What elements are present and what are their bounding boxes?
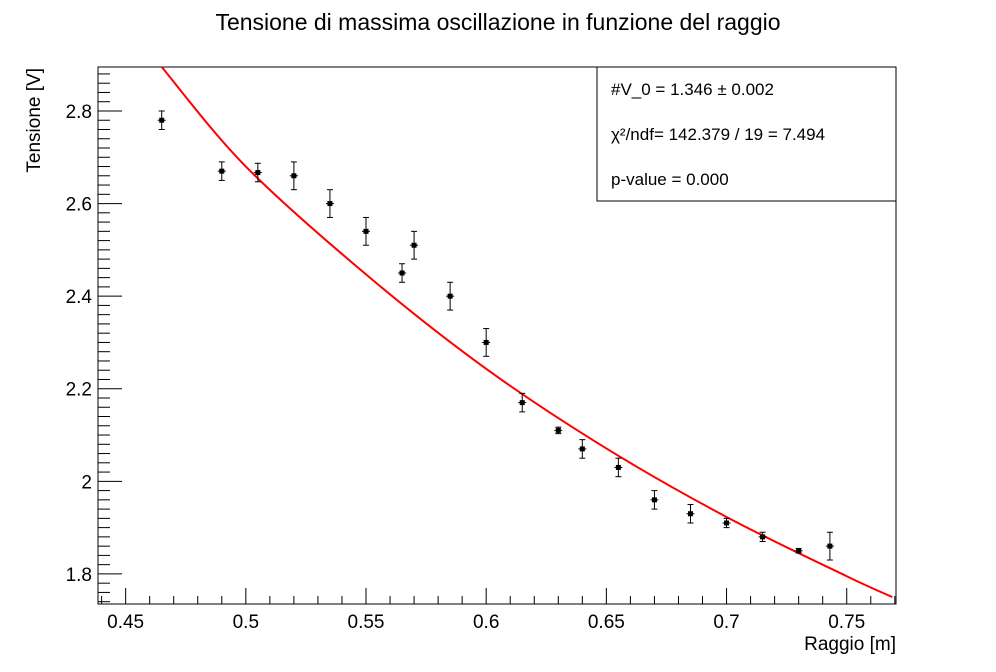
stats-box: #V_0 = 1.346 ± 0.002 χ²/ndf= 142.379 / 1…	[596, 66, 897, 202]
data-marker	[760, 534, 766, 540]
x-axis-label: Raggio [m]	[804, 634, 896, 655]
data-point	[398, 263, 407, 283]
plot-area-border	[97, 66, 897, 605]
data-point	[722, 517, 731, 529]
x-tick-label: 0.55	[348, 612, 385, 633]
data-point	[578, 439, 587, 459]
data-point	[554, 426, 563, 435]
data-point	[758, 531, 767, 543]
data-points	[157, 110, 834, 561]
data-point	[686, 503, 695, 524]
x-tick-label: 0.75	[828, 612, 865, 633]
data-marker	[796, 548, 802, 554]
stats-box-frame	[596, 66, 897, 202]
y-tick-label: 2.8	[66, 102, 92, 123]
data-marker	[579, 446, 585, 452]
data-marker	[219, 168, 225, 174]
y-axis: 1.8 2 2.2 2.4 2.6 2.8	[66, 73, 122, 603]
x-tick-label: 0.65	[588, 612, 625, 633]
y-tick-label: 2.2	[66, 380, 92, 401]
data-point	[410, 230, 419, 260]
y-tick-label: 2.6	[66, 195, 92, 216]
data-point	[362, 216, 371, 246]
data-point	[518, 392, 527, 413]
data-point	[794, 547, 803, 554]
y-tick-label: 1.8	[66, 565, 92, 586]
data-marker	[555, 427, 561, 433]
data-point	[289, 161, 298, 191]
data-point	[157, 110, 166, 130]
x-tick-label: 0.6	[473, 612, 499, 633]
data-point	[446, 281, 455, 311]
data-marker	[483, 339, 489, 345]
stats-v0: #V_0 = 1.346 ± 0.002	[611, 80, 774, 99]
data-marker	[411, 242, 417, 248]
fit-line	[160, 66, 893, 598]
x-axis: 0.45 0.5 0.55 0.6 0.65 0.7 0.75	[101, 588, 896, 633]
data-marker	[327, 201, 333, 207]
stats-pvalue: p-value = 0.000	[611, 170, 729, 189]
stats-chi2: χ²/ndf= 142.379 / 19 = 7.494	[611, 125, 825, 144]
data-marker	[363, 228, 369, 234]
data-marker	[724, 520, 730, 526]
y-tick-label: 2	[81, 472, 92, 493]
data-point	[650, 490, 659, 510]
data-marker	[447, 293, 453, 299]
data-point	[253, 162, 262, 183]
data-marker	[255, 170, 261, 176]
plot-frame	[97, 66, 897, 605]
y-axis-label: Tensione [V]	[24, 68, 45, 173]
data-marker	[615, 464, 621, 470]
data-point	[614, 457, 623, 478]
data-point	[325, 189, 334, 218]
data-marker	[399, 270, 405, 276]
fit-curve	[160, 66, 893, 598]
data-marker	[687, 511, 693, 517]
data-marker	[519, 400, 525, 406]
data-marker	[291, 173, 297, 179]
x-tick-label: 0.7	[713, 612, 739, 633]
data-marker	[651, 497, 657, 503]
y-tick-label: 2.4	[66, 287, 93, 308]
data-marker	[159, 117, 165, 123]
x-tick-label: 0.45	[107, 612, 144, 633]
data-point	[482, 328, 491, 357]
chart-title: Tensione di massima oscillazione in funz…	[215, 9, 780, 35]
x-tick-label: 0.5	[233, 612, 259, 633]
data-point	[825, 531, 834, 561]
data-point	[217, 161, 226, 181]
data-marker	[827, 543, 833, 549]
